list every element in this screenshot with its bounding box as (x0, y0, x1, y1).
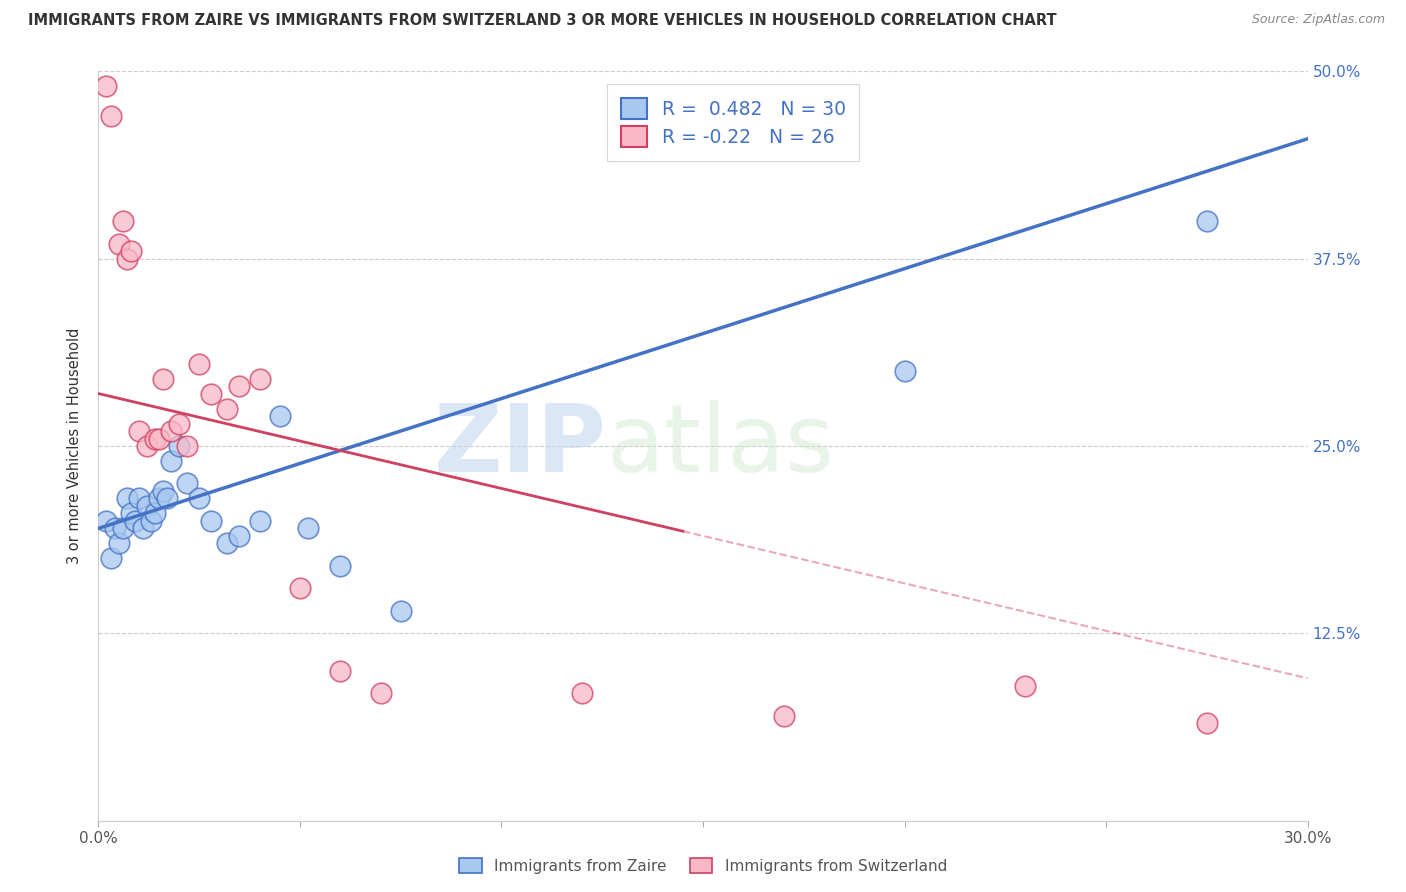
Point (188, 357, 211, 371)
Point (571, 686, 593, 700)
Point (200, 386, 222, 401)
Point (128, 491, 150, 506)
Point (228, 529, 250, 543)
Point (160, 454, 183, 468)
Text: ZIP: ZIP (433, 400, 606, 492)
Point (772, 708, 794, 723)
Point (107, 536, 129, 550)
Point (124, 514, 146, 528)
Point (167, 417, 190, 431)
Point (156, 491, 179, 506)
Point (120, 244, 142, 259)
Point (152, 483, 174, 498)
Point (188, 491, 211, 506)
Point (167, 439, 190, 453)
Point (135, 499, 157, 513)
Point (111, 214, 134, 228)
Point (297, 521, 319, 535)
Point (893, 364, 915, 378)
Point (176, 439, 198, 453)
Point (249, 371, 271, 385)
Point (176, 476, 198, 491)
Point (120, 507, 142, 521)
Point (200, 514, 222, 528)
Point (288, 582, 311, 596)
Y-axis label: 3 or more Vehicles in Household: 3 or more Vehicles in Household (67, 328, 83, 564)
Text: atlas: atlas (606, 400, 835, 492)
Point (96, 514, 118, 528)
Point (160, 424, 183, 438)
Point (152, 371, 174, 385)
Point (96, 79, 118, 94)
Point (107, 236, 129, 251)
Text: Source: ZipAtlas.com: Source: ZipAtlas.com (1251, 13, 1385, 27)
Point (128, 424, 150, 438)
Text: IMMIGRANTS FROM ZAIRE VS IMMIGRANTS FROM SWITZERLAND 3 OR MORE VEHICLES IN HOUSE: IMMIGRANTS FROM ZAIRE VS IMMIGRANTS FROM… (28, 13, 1057, 29)
Point (111, 521, 134, 535)
Point (1195, 214, 1218, 228)
Point (1195, 716, 1218, 731)
Point (139, 514, 162, 528)
Point (148, 491, 170, 506)
Point (132, 521, 155, 535)
Point (249, 514, 271, 528)
Point (217, 401, 239, 416)
Point (1014, 679, 1036, 693)
Point (148, 432, 170, 446)
Point (329, 664, 352, 678)
Legend: Immigrants from Zaire, Immigrants from Switzerland: Immigrants from Zaire, Immigrants from S… (453, 852, 953, 880)
Point (100, 551, 122, 566)
Point (228, 379, 250, 393)
Legend: R =  0.482   N = 30, R = -0.22   N = 26: R = 0.482 N = 30, R = -0.22 N = 26 (607, 85, 859, 161)
Point (115, 252, 138, 266)
Point (103, 521, 125, 535)
Point (143, 507, 166, 521)
Point (389, 604, 412, 618)
Point (115, 491, 138, 506)
Point (370, 686, 392, 700)
Point (143, 432, 166, 446)
Point (135, 439, 157, 453)
Point (100, 109, 122, 123)
Point (269, 409, 291, 423)
Point (217, 536, 239, 550)
Point (329, 558, 352, 573)
